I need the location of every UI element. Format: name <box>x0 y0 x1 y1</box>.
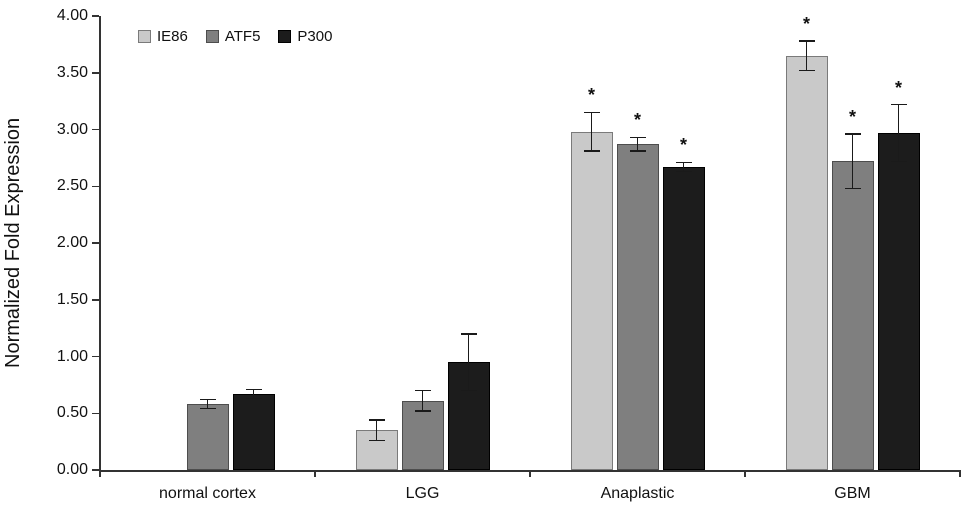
y-axis-title: Normalized Fold Expression <box>2 117 24 369</box>
x-category-label: LGG <box>405 485 440 502</box>
significance-star: * <box>633 110 641 131</box>
y-tick-label: 3.50 <box>56 63 88 81</box>
error-bar-cap-bottom <box>890 160 907 163</box>
y-tick-mark <box>92 355 99 358</box>
legend-label: P300 <box>297 28 333 45</box>
error-bar-line <box>252 389 255 399</box>
error-bar-cap-bottom <box>414 410 431 412</box>
bar <box>831 161 874 470</box>
error-bar-cap-top <box>583 111 600 114</box>
error-bar-cap-bottom <box>199 407 216 410</box>
x-category-label: Anaplastic <box>600 485 675 502</box>
bar <box>570 131 613 470</box>
error-bar-cap-top <box>798 40 815 42</box>
error-bar-cap-bottom <box>583 150 600 152</box>
error-bar-cap-bottom <box>460 389 477 392</box>
legend-swatch <box>278 30 292 43</box>
error-bar-cap-bottom <box>675 170 692 173</box>
legend-swatch <box>138 30 151 43</box>
legend: IE86 ATF5 P300 <box>138 28 332 45</box>
y-tick-label: 0.50 <box>56 404 88 422</box>
y-tick-label: 2.00 <box>56 234 88 251</box>
x-tick-mark <box>744 470 746 477</box>
significance-star: * <box>894 77 902 98</box>
error-bar-line <box>682 162 685 172</box>
bar <box>662 166 705 470</box>
error-bar-line <box>590 112 593 152</box>
y-tick-mark <box>92 185 99 187</box>
x-category-label: GBM <box>834 485 871 502</box>
legend-item: IE86 <box>138 28 188 45</box>
y-axis-line <box>99 16 101 471</box>
error-bar-line <box>897 104 900 162</box>
bar <box>616 144 659 470</box>
error-bar-cap-top <box>368 419 385 421</box>
y-tick-label: 0.00 <box>56 461 88 478</box>
error-bar-cap-top <box>245 388 262 391</box>
legend-item: ATF5 <box>205 28 261 45</box>
error-bar-line <box>375 420 378 441</box>
error-bar-cap-top <box>460 333 477 335</box>
y-tick-label: 1.50 <box>56 290 88 308</box>
y-tick-mark <box>92 72 99 74</box>
significance-star: * <box>802 13 810 34</box>
bar <box>186 404 229 470</box>
y-tick-label: 4.00 <box>56 7 88 24</box>
error-bar-line <box>851 134 854 189</box>
y-tick-mark <box>92 412 99 414</box>
error-bar-line <box>206 399 209 409</box>
bar <box>877 132 920 470</box>
error-bar-line <box>805 40 808 71</box>
error-bar-cap-top <box>414 389 431 392</box>
y-tick-mark <box>92 299 99 301</box>
bar <box>401 400 444 470</box>
error-bar-cap-top <box>844 133 861 135</box>
y-tick-label: 3.00 <box>56 120 88 138</box>
bar <box>785 55 828 470</box>
error-bar-cap-bottom <box>245 397 262 400</box>
y-tick-mark <box>92 469 99 471</box>
error-bar-cap-top <box>199 398 216 401</box>
error-bar-cap-top <box>890 103 907 106</box>
bar <box>232 393 275 470</box>
x-tick-mark <box>99 470 101 477</box>
significance-star: * <box>587 85 595 106</box>
y-tick-mark <box>92 15 99 17</box>
error-bar-cap-top <box>675 161 692 164</box>
legend-label: ATF5 <box>224 28 261 45</box>
error-bar-line <box>467 333 470 391</box>
significance-star: * <box>679 135 687 156</box>
legend-item: P300 <box>278 28 332 45</box>
y-tick-label: 2.50 <box>56 177 88 195</box>
legend-swatch <box>205 30 219 43</box>
error-bar-line <box>421 390 424 411</box>
significance-star: * <box>848 107 856 128</box>
x-tick-mark <box>314 470 316 477</box>
error-bar-cap-bottom <box>629 150 646 152</box>
error-bar-line <box>636 137 639 152</box>
y-tick-mark <box>92 128 99 131</box>
x-tick-mark <box>959 470 961 477</box>
error-bar-cap-bottom <box>368 439 385 442</box>
error-bar-cap-top <box>629 136 646 139</box>
legend-label: IE86 <box>157 28 188 45</box>
error-bar-cap-bottom <box>844 187 861 190</box>
error-bar-cap-bottom <box>798 69 815 72</box>
y-tick-mark <box>92 242 99 244</box>
x-category-label: normal cortex <box>159 485 256 502</box>
x-tick-mark <box>529 470 531 477</box>
y-tick-label: 1.00 <box>56 347 88 365</box>
